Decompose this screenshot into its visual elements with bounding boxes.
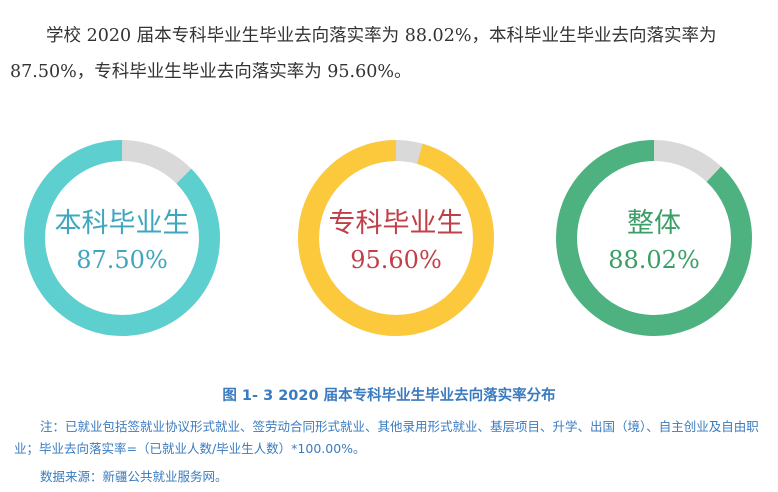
donut-value-overall: 88.02%	[608, 246, 700, 274]
donut-slice-overall	[556, 140, 752, 336]
intro-paragraph: 学校 2020 届本专科毕业生毕业去向落实率为 88.02%，本科毕业生毕业去向…	[10, 26, 717, 82]
figure-caption: 图 1- 3 2020 届本专科毕业生毕业去向落实率分布	[222, 388, 556, 404]
donut-value-undergrad: 87.50%	[76, 246, 168, 274]
donut-slice-junior-college	[298, 140, 494, 336]
donut-label-overall: 整体	[627, 208, 681, 239]
donut-label-undergrad: 本科毕业生	[55, 208, 190, 239]
donut-overall: 整体 88.02%	[556, 140, 752, 336]
donut-charts: 本科毕业生 87.50% 专科毕业生 95.60% 整体 88.02%	[24, 140, 752, 336]
donut-undergrad: 本科毕业生 87.50%	[24, 140, 220, 336]
donut-junior-college: 专科毕业生 95.60%	[298, 140, 494, 336]
donut-label-junior-college: 专科毕业生	[329, 208, 464, 239]
data-source: 数据来源：新疆公共就业服务网。	[40, 469, 228, 484]
donut-value-junior-college: 95.60%	[350, 246, 442, 274]
donut-slice-undergrad	[24, 140, 220, 336]
footnote: 注：已就业包括签就业协议形式就业、签劳动合同形式就业、其他录用形式就业、基层项目…	[14, 419, 759, 456]
